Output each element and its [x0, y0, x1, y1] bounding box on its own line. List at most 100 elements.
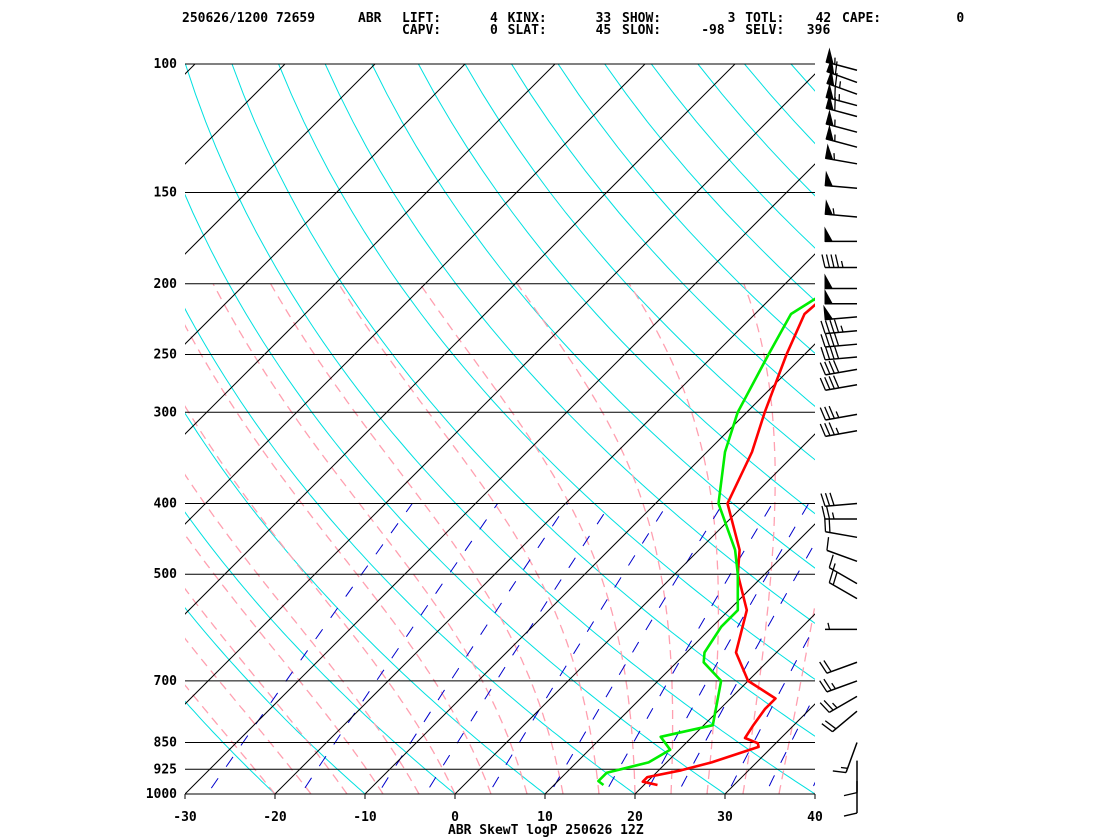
- dry-adiabat: [324, 64, 815, 624]
- dry-adiabat: [511, 64, 815, 407]
- wind-barb: [826, 69, 858, 95]
- dry-adiabat: [697, 64, 815, 197]
- moist-adiabat: [185, 684, 276, 794]
- temperature-tick-label: 30: [717, 810, 733, 825]
- isotherm: [185, 64, 466, 345]
- isotherm: [544, 523, 815, 794]
- temperature-tick-label: -30: [173, 810, 197, 825]
- barb-full: [819, 680, 828, 693]
- barb-flag: [824, 288, 834, 305]
- wind-barb: [819, 422, 858, 438]
- barb-full: [819, 377, 827, 391]
- wind-barb: [824, 143, 858, 165]
- header-field: 3: [728, 11, 736, 26]
- moist-adiabat: [516, 283, 674, 794]
- dry-adiabat: [931, 64, 1120, 810]
- pressure-tick-label: 400: [154, 497, 178, 512]
- moist-adiabat: [185, 587, 348, 794]
- wind-barb: [821, 505, 857, 520]
- barb-flag: [825, 109, 834, 127]
- barb-full: [819, 702, 830, 713]
- header-field: 0: [956, 11, 964, 26]
- barb-full: [823, 678, 832, 691]
- barb-full: [834, 73, 838, 87]
- isotherm: [454, 433, 815, 794]
- header-field: 396: [807, 23, 831, 38]
- header-field: 250626/1200 72659: [182, 11, 315, 26]
- wind-barb: [824, 199, 858, 218]
- isobars: [185, 63, 815, 795]
- wind-barb: [819, 660, 858, 674]
- dry-adiabat: [464, 64, 815, 461]
- wind-barb: [828, 554, 858, 585]
- mixing-ratio-line: [726, 624, 815, 794]
- barb-full: [820, 346, 826, 361]
- header-field: CAPV:: [402, 23, 441, 38]
- barb-flag: [823, 304, 834, 321]
- wind-barb: [824, 226, 857, 243]
- barb-staff: [825, 413, 858, 421]
- barb-full: [824, 518, 827, 532]
- wind-barb: [843, 781, 858, 817]
- barb-staff: [825, 502, 858, 508]
- temperature-tick-label: -10: [353, 810, 377, 825]
- wind-barb: [820, 492, 858, 508]
- barb-staff: [826, 549, 858, 563]
- barb-full: [823, 660, 832, 673]
- barb-full: [826, 537, 830, 551]
- isotherm: [814, 793, 815, 794]
- barb-full: [830, 254, 835, 268]
- header-field: ABR: [358, 11, 382, 26]
- barb-full: [833, 319, 840, 333]
- barb-half: [840, 260, 844, 268]
- barb-full: [820, 320, 826, 334]
- barb-staff: [845, 742, 858, 773]
- header-line-2: CAPV: 0 SLAT: 45 SLON: -98 SELV: 396: [402, 23, 830, 38]
- barb-half: [832, 208, 835, 216]
- moist-adiabat: [628, 283, 720, 794]
- header-field: SELV:: [745, 23, 784, 38]
- dry-adiabat: [604, 64, 815, 302]
- moist-adiabat: [185, 473, 420, 794]
- barb-flag: [824, 226, 834, 242]
- moist-adiabat: [185, 533, 384, 794]
- barb-full: [823, 699, 834, 711]
- barb-staff: [826, 661, 858, 674]
- barb-half: [840, 325, 844, 333]
- mixing-ratio-line: [549, 503, 724, 794]
- wind-barb: [824, 288, 857, 305]
- barb-full: [819, 362, 827, 376]
- barb-full: [834, 254, 840, 268]
- barb-full: [824, 423, 831, 436]
- barb-staff: [828, 581, 858, 600]
- dewpoint-profile: [597, 297, 815, 787]
- header-field: SLON:: [622, 23, 661, 38]
- dry-adiabat: [790, 64, 815, 92]
- barb-flag: [826, 69, 835, 87]
- barb-full: [828, 360, 835, 374]
- barb-full: [824, 346, 831, 360]
- dry-adiabat: [231, 64, 815, 737]
- mixing-ratio-line: [377, 503, 568, 794]
- barb-full: [819, 407, 827, 421]
- barb-half: [827, 622, 831, 630]
- barb-full: [828, 519, 831, 533]
- dry-adiabat: [884, 64, 1120, 810]
- mixing-ratio-line: [809, 781, 815, 794]
- barb-flag: [825, 93, 834, 111]
- temperature-profile: [641, 303, 815, 787]
- header-field: 42: [816, 11, 832, 26]
- wind-barb: [819, 360, 858, 376]
- moist-adiabat: [185, 324, 492, 794]
- barb-full: [833, 332, 840, 346]
- barb-full: [828, 376, 835, 389]
- header-line-1: 250626/1200 72659 ABR LIFT: 4 KINX: 33 SHOW: 3 T…: [182, 11, 964, 26]
- chart-header: 250626/1200 72659 ABR LIFT: 4 KINX: 33 SHOW: 3 T…: [182, 11, 964, 38]
- barb-half: [835, 411, 840, 418]
- moist-adiabat: [814, 791, 815, 794]
- wind-barb: [826, 537, 858, 563]
- dry-adiabat: [278, 64, 815, 680]
- dry-adiabat: [185, 307, 636, 794]
- moist-adiabat: [338, 283, 600, 794]
- moist-adiabat: [270, 283, 564, 794]
